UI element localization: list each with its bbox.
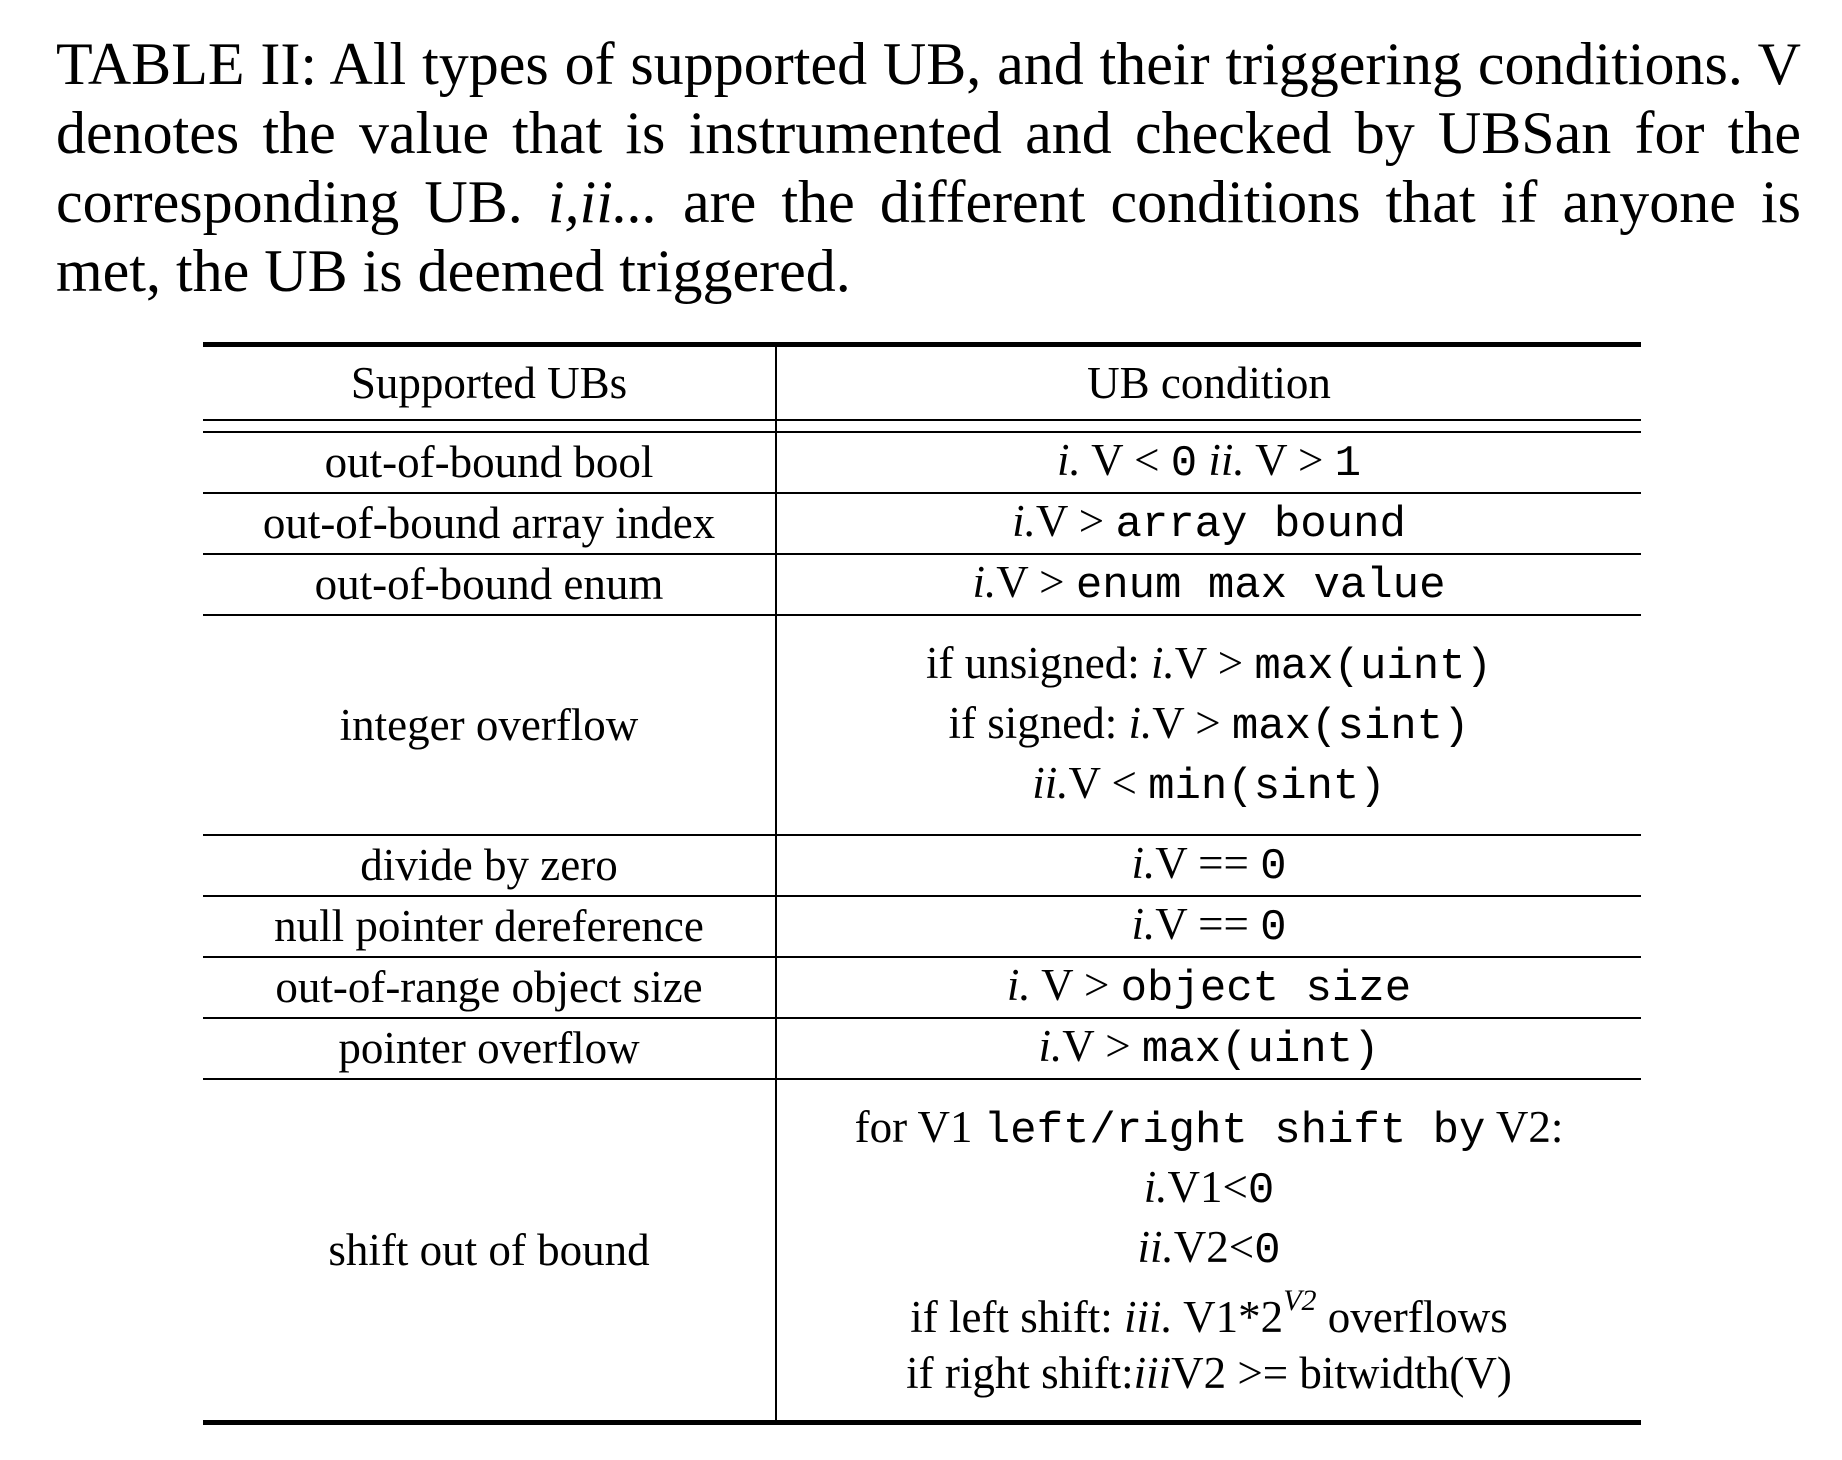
table-row: out-of-bound array index i.V > array bou… (203, 493, 1641, 555)
table-row: null pointer dereference i.V == 0 (203, 896, 1641, 958)
ub-name: out-of-bound enum (203, 554, 777, 616)
ub-name: divide by zero (203, 835, 777, 897)
ub-name: out-of-range object size (203, 957, 777, 1019)
ub-name: integer overflow (203, 615, 777, 836)
ub-condition: for V1 left/right shift by V2: i.V1<0 ii… (854, 1102, 1564, 1398)
ub-condition: i.V == 0 (776, 896, 1641, 958)
caption-text-a: All types of supported UB, and their tri… (56, 31, 1801, 235)
ub-name: shift out of bound (203, 1079, 777, 1420)
ub-condition: i. V > object size (776, 957, 1641, 1019)
ub-table: Supported UBs UB condition out-of-bound … (203, 342, 1641, 1425)
ub-condition: i.V > array bound (776, 493, 1641, 555)
caption-label: TABLE II: (56, 31, 317, 97)
table-top-rule (203, 342, 1641, 347)
table-bottom-rule (203, 1420, 1641, 1425)
header-row: Supported UBs UB condition (203, 347, 1641, 420)
caption-text-b: are the different conditions that if any… (56, 169, 1801, 304)
ub-condition: if unsigned: i.V > max(uint) if signed: … (776, 615, 1641, 836)
caption-text-italic: i,ii... (547, 169, 658, 235)
ub-name: null pointer dereference (203, 896, 777, 958)
table-row: pointer overflow i.V > max(uint) (203, 1018, 1641, 1080)
table-row: out-of-bound bool i. V < 0 ii. V > 1 (203, 432, 1641, 494)
table-row: shift out of bound for V1 left/right shi… (203, 1079, 1641, 1420)
table-row: integer overflow if unsigned: i.V > max(… (203, 615, 1641, 836)
ub-condition: i.V == 0 (776, 835, 1641, 897)
table-row: out-of-bound enum i.V > enum max value (203, 554, 1641, 616)
ub-condition: i.V > enum max value (776, 554, 1641, 616)
table-row: divide by zero i.V == 0 (203, 835, 1641, 897)
header-supported-ubs: Supported UBs (203, 347, 777, 420)
header-double-rule (203, 419, 1641, 433)
table-row: out-of-range object size i. V > object s… (203, 957, 1641, 1019)
ub-name: pointer overflow (203, 1018, 777, 1080)
ub-name: out-of-bound array index (203, 493, 777, 555)
ub-condition: i. V < 0 ii. V > 1 (776, 432, 1641, 494)
ub-condition: i.V > max(uint) (776, 1018, 1641, 1080)
ub-name: out-of-bound bool (203, 432, 777, 494)
header-ub-condition: UB condition (1087, 358, 1331, 408)
table-caption: TABLE II: All types of supported UB, and… (56, 30, 1801, 306)
